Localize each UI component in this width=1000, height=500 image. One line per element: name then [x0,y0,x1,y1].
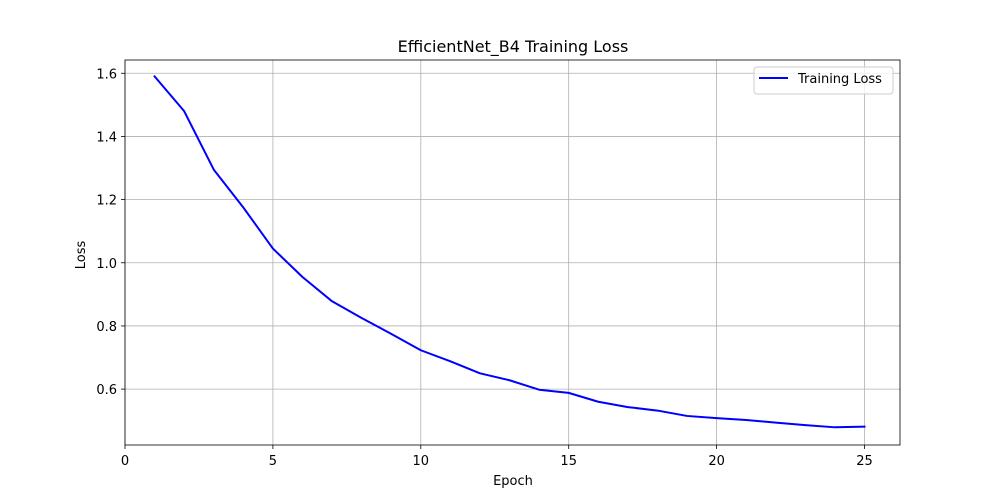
y-tick-label: 0.8 [96,320,117,335]
x-tick-label: 10 [413,454,430,469]
x-axis-ticks: 0 5 10 15 20 25 [121,445,873,469]
legend-box [753,66,894,95]
y-axis-title: Loss [74,241,89,270]
chart-title: EfficientNet_B4 Training Loss [398,37,629,57]
legend: Training Loss [753,66,894,95]
x-tick-label: 15 [560,454,577,469]
x-tick-label: 0 [121,454,129,469]
y-axis-ticks: 0.6 0.8 1.0 1.2 1.4 1.6 [96,67,125,398]
x-tick-label: 25 [856,454,873,469]
grid [124,60,900,445]
x-tick-label: 20 [708,454,725,469]
x-axis-title: Epoch [493,474,533,489]
y-tick-label: 1.2 [96,194,117,209]
y-tick-label: 1.0 [96,257,117,272]
y-tick-label: 1.6 [96,67,117,82]
x-tick-label: 5 [269,454,277,469]
series-layer [153,75,866,429]
series-line-training-loss [153,75,866,429]
y-tick-label: 0.6 [96,383,117,398]
plot-area-frame [124,59,901,446]
legend-label: Training Loss [797,72,882,87]
y-tick-label: 1.4 [96,130,117,145]
